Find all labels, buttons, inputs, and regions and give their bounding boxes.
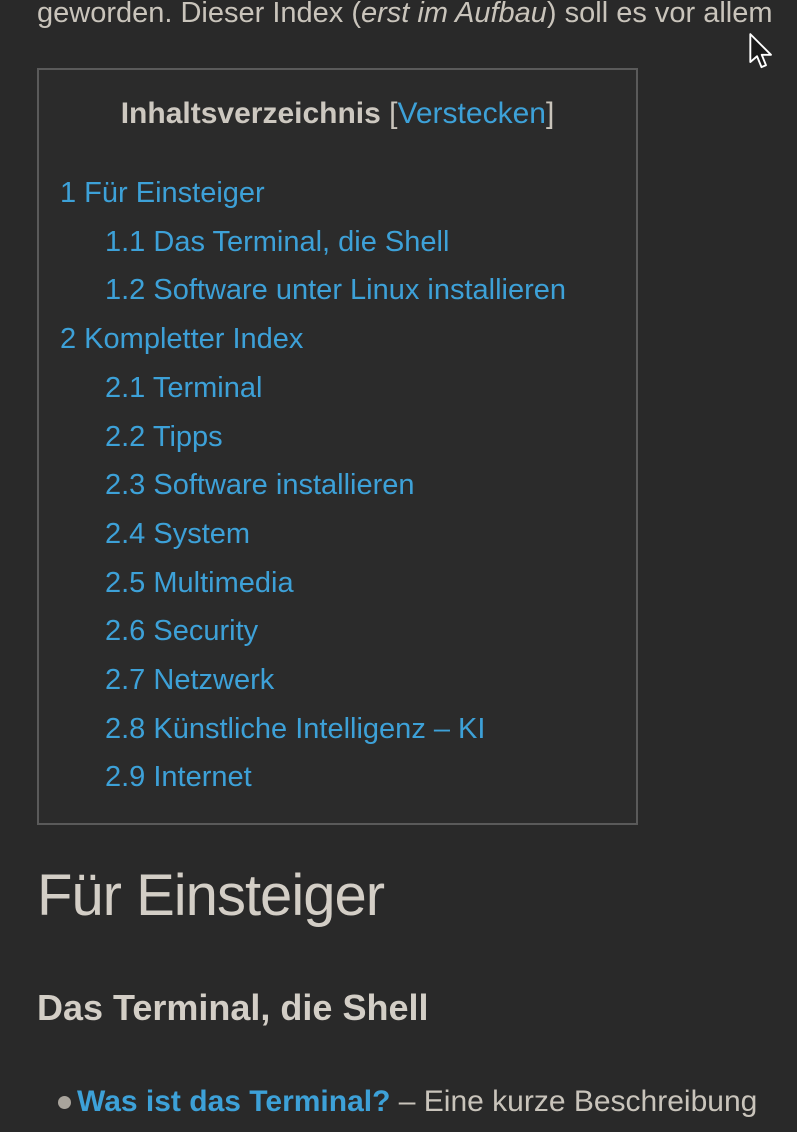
toc-link-netzwerk[interactable]: 2.7 Netzwerk xyxy=(105,664,275,697)
toc-item-2-9: 2.9 Internet xyxy=(39,753,636,802)
toc-hide-toggle[interactable]: Verstecken xyxy=(397,97,546,130)
intro-paragraph: geworden. Dieser Index (erst im Aufbau) … xyxy=(37,0,773,34)
toc-item-2-5: 2.5 Multimedia xyxy=(39,559,636,608)
toc-link-kompletter-index[interactable]: 2 Kompletter Index xyxy=(60,323,304,356)
toc-item-2-1: 2.1 Terminal xyxy=(39,364,636,413)
mouse-cursor-icon xyxy=(749,33,772,69)
toc-item-1-2: 1.2 Software unter Linux installieren xyxy=(39,266,636,315)
toc-link-das-terminal-die-shell[interactable]: 1.1 Das Terminal, die Shell xyxy=(105,225,450,258)
toc-link-software-unter-linux-installieren[interactable]: 1.2 Software unter Linux installieren xyxy=(105,274,567,307)
toc-item-2-4: 2.4 System xyxy=(39,510,636,559)
toc-item-2-7: 2.7 Netzwerk xyxy=(39,656,636,705)
toc-list: 1 Für Einsteiger 1.1 Das Terminal, die S… xyxy=(39,169,636,802)
toc-item-1-1: 1.1 Das Terminal, die Shell xyxy=(39,218,636,267)
toc-link-multimedia[interactable]: 2.5 Multimedia xyxy=(105,566,294,599)
toc-item-2: 2 Kompletter Index xyxy=(39,315,636,364)
bullet-icon xyxy=(58,1096,71,1109)
toc-link-fuer-einsteiger[interactable]: 1 Für Einsteiger xyxy=(60,177,265,209)
toc-toggle-close-bracket: ] xyxy=(545,97,555,130)
toc-item-2-8: 2.8 Künstliche Intelligenz – KI xyxy=(39,705,636,754)
toc-link-kuenstliche-intelligenz-ki[interactable]: 2.8 Künstliche Intelligenz – KI xyxy=(105,712,486,745)
toc-item-2-6: 2.6 Security xyxy=(39,607,636,656)
toc-item-2-2: 2.2 Tipps xyxy=(39,413,636,462)
subsection-heading-das-terminal-die-shell: Das Terminal, die Shell xyxy=(37,987,429,1028)
toc-title: Inhaltsverzeichnis xyxy=(120,97,381,130)
content-bullet-list: Was ist das Terminal? – Eine kurze Besch… xyxy=(0,1080,797,1124)
toc-item-1: 1 Für Einsteiger xyxy=(39,169,636,218)
intro-text-suffix: ) soll es vor allem xyxy=(546,0,773,29)
toc-link-internet[interactable]: 2.9 Internet xyxy=(105,761,252,794)
toc-link-tipps[interactable]: 2.2 Tipps xyxy=(105,420,223,453)
intro-text-italic: erst im Aufbau xyxy=(361,0,547,29)
toc-link-system[interactable]: 2.4 System xyxy=(105,517,251,550)
toc-item-2-3: 2.3 Software installieren xyxy=(39,461,636,510)
link-was-ist-das-terminal[interactable]: Was ist das Terminal? xyxy=(77,1085,391,1118)
toc-link-terminal[interactable]: 2.1 Terminal xyxy=(105,371,263,404)
toc-title-row: Inhaltsverzeichnis [Verstecken] xyxy=(39,94,636,134)
section-heading-fuer-einsteiger: Für Einsteiger xyxy=(37,863,385,928)
table-of-contents-box: Inhaltsverzeichnis [Verstecken] 1 Für Ei… xyxy=(37,68,638,825)
list-item-description: – Eine kurze Beschreibung xyxy=(390,1085,758,1118)
list-item: Was ist das Terminal? – Eine kurze Besch… xyxy=(0,1080,797,1124)
intro-text-prefix: geworden. Dieser Index ( xyxy=(37,0,361,29)
toc-link-security[interactable]: 2.6 Security xyxy=(105,615,259,648)
toc-toggle-open-bracket: [ xyxy=(389,97,398,130)
toc-link-software-installieren[interactable]: 2.3 Software installieren xyxy=(105,469,415,502)
